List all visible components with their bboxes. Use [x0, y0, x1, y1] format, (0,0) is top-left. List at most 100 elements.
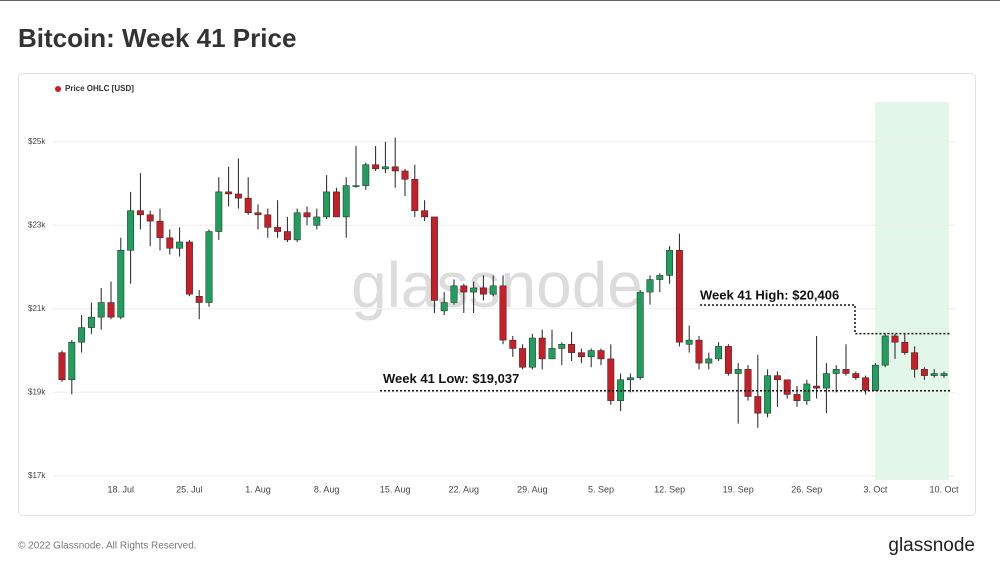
- candle-body: [734, 369, 742, 374]
- legend-marker: [55, 86, 61, 92]
- candle-body: [695, 339, 703, 364]
- candle-body: [372, 164, 380, 170]
- x-tick-label: 10. Oct: [929, 484, 959, 494]
- candle-body: [274, 227, 282, 232]
- x-tick-label: 1. Aug: [245, 484, 271, 494]
- candle-body: [225, 191, 233, 195]
- candle-body: [381, 166, 389, 170]
- candle-body: [254, 212, 262, 216]
- y-tick-label: $17k: [28, 471, 46, 480]
- watermark: glassnode: [351, 249, 643, 321]
- x-tick-label: 18. Jul: [108, 484, 135, 494]
- x-tick-label: 29. Aug: [517, 484, 548, 494]
- candle-body: [832, 369, 840, 374]
- candle-body: [342, 185, 350, 218]
- candle-body: [215, 191, 223, 232]
- candle-body: [244, 197, 252, 213]
- candle-body: [901, 341, 909, 353]
- candle-body: [352, 185, 360, 187]
- y-tick-label: $25k: [28, 137, 46, 146]
- candle-body: [607, 358, 615, 401]
- x-tick-label: 26. Sep: [791, 484, 822, 494]
- candle-body: [587, 350, 595, 358]
- high-label: Week 41 High: $20,406: [700, 287, 839, 302]
- x-tick-label: 15. Aug: [380, 484, 411, 494]
- candle-body: [205, 231, 213, 303]
- candle-body: [87, 316, 95, 328]
- candle-body: [303, 212, 311, 218]
- candle-body: [313, 216, 321, 226]
- candle-body: [558, 344, 566, 349]
- candle-body: [920, 369, 928, 376]
- candle-body: [176, 241, 184, 249]
- chart-title: Bitcoin: Week 41 Price: [18, 23, 296, 53]
- candle-body: [117, 250, 125, 318]
- top-border: [0, 0, 1000, 1]
- candle-body: [283, 231, 291, 241]
- candle-body: [852, 373, 860, 378]
- legend-label: Price OHLC [USD]: [65, 84, 134, 93]
- candle-body: [362, 164, 370, 186]
- candle-body: [881, 335, 889, 366]
- candle-body: [538, 337, 546, 360]
- candle-body: [195, 296, 203, 303]
- candle-body: [705, 358, 713, 364]
- x-tick-label: 22. Aug: [449, 484, 480, 494]
- candle-body: [715, 346, 723, 360]
- x-tick-label: 19. Sep: [723, 484, 754, 494]
- candle-body: [793, 394, 801, 401]
- candle-body: [470, 287, 478, 293]
- candle-body: [489, 285, 497, 295]
- candle-body: [391, 166, 399, 172]
- candle-body: [646, 279, 654, 293]
- candle-body: [450, 285, 458, 303]
- candle-body: [401, 170, 409, 180]
- candle-body: [78, 327, 86, 343]
- high-line: [700, 304, 950, 335]
- candle-body: [940, 373, 948, 376]
- candle-body: [636, 291, 644, 378]
- candle-body: [528, 337, 536, 368]
- candle-body: [479, 287, 487, 295]
- candle-body: [930, 373, 938, 376]
- x-tick-label: 8. Aug: [314, 484, 340, 494]
- candle-body: [911, 352, 919, 370]
- candle-body: [666, 250, 674, 276]
- chart-frame: [18, 73, 976, 516]
- candle-body: [460, 285, 468, 293]
- candle-body: [597, 350, 605, 360]
- y-tick-label: $21k: [28, 304, 46, 313]
- candle-body: [519, 348, 527, 368]
- candle-body: [185, 241, 193, 295]
- candle-body: [685, 339, 693, 345]
- candle-body: [332, 191, 340, 218]
- candle-body: [293, 212, 301, 241]
- candle-body: [656, 275, 664, 280]
- candle-body: [568, 344, 576, 353]
- candle-body: [803, 383, 811, 401]
- candle-body: [136, 210, 144, 216]
- candle-body: [626, 377, 634, 381]
- candle-body: [744, 369, 752, 397]
- x-tick-label: 3. Oct: [863, 484, 888, 494]
- y-tick-label: $23k: [28, 220, 46, 229]
- candle-body: [234, 193, 242, 199]
- candle-body: [156, 220, 164, 239]
- candle-body: [166, 237, 174, 249]
- candle-body: [675, 250, 683, 343]
- candle-body: [127, 210, 135, 251]
- candle-body: [773, 375, 781, 381]
- candle-body: [577, 352, 585, 358]
- candle-body: [754, 396, 762, 414]
- candle-body: [440, 302, 448, 312]
- candle-body: [68, 341, 76, 381]
- candle-body: [548, 348, 556, 360]
- candle-body: [724, 346, 732, 374]
- week-41-highlight: [875, 102, 949, 480]
- candle-body: [871, 364, 879, 391]
- logo: glassnode: [888, 535, 975, 556]
- candle-body: [822, 373, 830, 389]
- candle-body: [97, 302, 105, 318]
